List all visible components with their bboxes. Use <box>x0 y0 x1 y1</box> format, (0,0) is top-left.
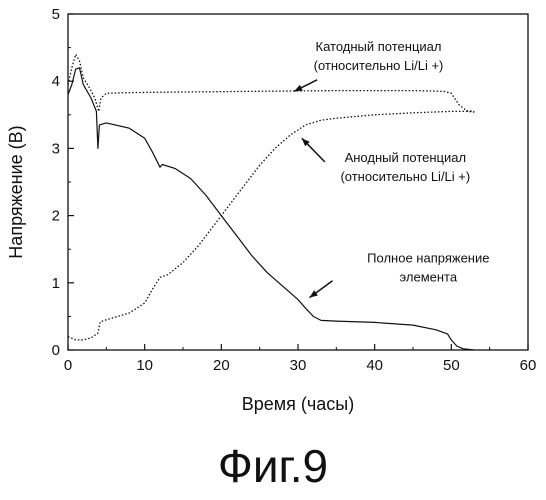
y-axis-title: Напряжение (В) <box>6 125 26 258</box>
annotation-arrowhead-cathode <box>294 84 303 92</box>
annotation-cathode: Катодный потенциал (относительно Li/Li +) <box>314 39 444 73</box>
y-tick-label: 2 <box>52 208 60 225</box>
annotation-full: Полное напряжение элемента <box>367 251 489 285</box>
x-axis-title: Время (часы) <box>242 394 354 414</box>
x-tick-label: 50 <box>443 357 460 374</box>
y-tick-label: 0 <box>52 342 60 359</box>
x-tick-label: 60 <box>520 357 537 374</box>
y-tick-label: 3 <box>52 140 60 157</box>
y-tick-label: 1 <box>52 275 60 292</box>
x-tick-label: 30 <box>290 357 307 374</box>
annotation-arrowhead-full <box>309 290 318 298</box>
annotation-arrowhead-anode <box>301 138 310 147</box>
y-tick-label: 4 <box>52 73 60 90</box>
x-tick-label: 20 <box>213 357 230 374</box>
annotations: Катодный потенциал (относительно Li/Li +)… <box>293 39 489 299</box>
series-lines <box>67 53 475 351</box>
x-tick-label: 10 <box>136 357 153 374</box>
series-line-anode <box>67 110 475 341</box>
figure-caption: Фиг.9 <box>217 440 329 492</box>
y-tick-label: 5 <box>52 6 60 23</box>
series-line-full <box>67 67 475 351</box>
axis-ticks: 0 10 20 30 40 50 60 0 1 2 3 4 5 <box>52 6 537 374</box>
annotation-anode: Анодный потенциал (относительно Li/Li +) <box>340 150 470 184</box>
x-tick-label: 40 <box>366 357 383 374</box>
x-tick-label: 0 <box>64 357 72 374</box>
